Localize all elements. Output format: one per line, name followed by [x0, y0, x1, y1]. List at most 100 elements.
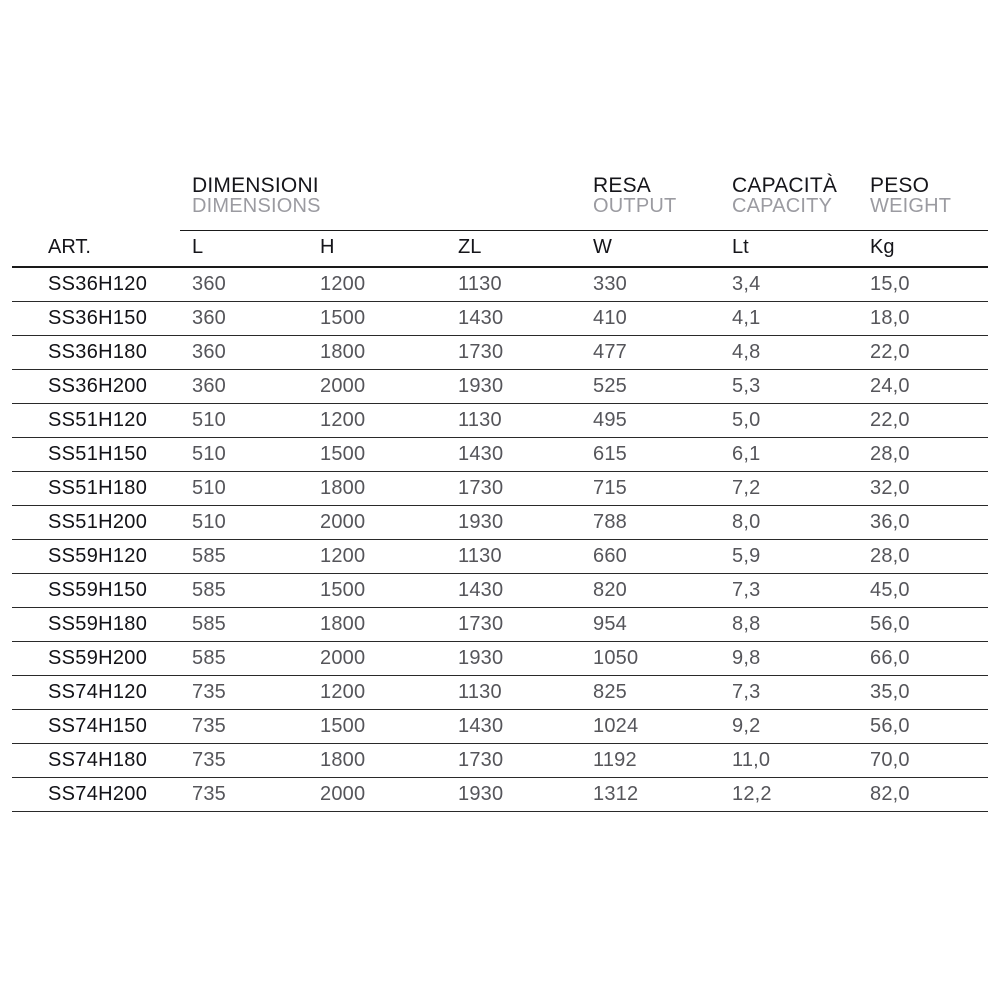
cell-zl: 1430	[458, 443, 504, 465]
column-header-row: ART. L H ZL W Lt Kg	[12, 230, 988, 266]
cell-w: 525	[593, 375, 627, 397]
cell-zl: 1730	[458, 477, 504, 499]
cell-kg: 24,0	[870, 375, 910, 397]
cell-lt: 8,8	[732, 613, 761, 635]
row-separator	[12, 641, 988, 642]
cell-zl: 1130	[458, 409, 502, 431]
cell-l: 360	[192, 375, 226, 397]
cell-kg: 18,0	[870, 307, 910, 329]
cell-h: 1500	[320, 443, 366, 465]
column-header-l: L	[192, 236, 204, 258]
header-rule-partial	[180, 230, 988, 231]
group-header-peso-en: WEIGHT	[870, 195, 952, 218]
table-row: SS74H180 735 1800 1730 1192 11,0 70,0	[12, 744, 988, 777]
table-row: SS59H120 585 1200 1130 660 5,9 28,0	[12, 540, 988, 573]
row-separator	[12, 539, 988, 540]
cell-kg: 28,0	[870, 443, 910, 465]
cell-w: 410	[593, 307, 627, 329]
group-header-dimensioni-it: DIMENSIONI	[192, 174, 319, 197]
cell-zl: 1430	[458, 715, 504, 737]
cell-kg: 22,0	[870, 409, 910, 431]
cell-kg: 36,0	[870, 511, 910, 533]
cell-w: 825	[593, 681, 627, 703]
cell-kg: 15,0	[870, 273, 910, 295]
column-header-w: W	[593, 236, 612, 258]
row-separator	[12, 471, 988, 472]
cell-art: SS51H150	[48, 443, 148, 465]
cell-zl: 1130	[458, 545, 502, 567]
cell-w: 615	[593, 443, 627, 465]
cell-lt: 4,1	[732, 307, 761, 329]
table-row: SS74H120 735 1200 1130 825 7,3 35,0	[12, 676, 988, 709]
group-header-peso-it: PESO	[870, 174, 930, 197]
cell-h: 1500	[320, 307, 366, 329]
cell-h: 2000	[320, 511, 366, 533]
row-separator	[12, 301, 988, 302]
cell-w: 788	[593, 511, 627, 533]
cell-w: 330	[593, 273, 627, 295]
cell-art: SS59H180	[48, 613, 148, 635]
row-separator	[12, 777, 988, 778]
cell-zl: 1130	[458, 273, 502, 295]
cell-l: 735	[192, 681, 226, 703]
cell-w: 820	[593, 579, 627, 601]
cell-h: 1800	[320, 341, 366, 363]
cell-art: SS51H200	[48, 511, 148, 533]
table-body: SS36H120 360 1200 1130 330 3,4 15,0 SS36H150 360…	[12, 268, 988, 812]
specification-table: DIMENSIONI DIMENSIONS RESA OUTPUT CAPACI…	[12, 175, 988, 812]
row-separator	[12, 743, 988, 744]
cell-w: 1192	[593, 749, 637, 771]
row-separator	[12, 403, 988, 404]
group-header-resa-it: RESA	[593, 174, 651, 197]
cell-h: 1200	[320, 681, 366, 703]
cell-w: 660	[593, 545, 627, 567]
cell-h: 1800	[320, 749, 366, 771]
cell-kg: 70,0	[870, 749, 910, 771]
row-separator	[12, 505, 988, 506]
table-row: SS59H200 585 2000 1930 1050 9,8 66,0	[12, 642, 988, 675]
cell-kg: 28,0	[870, 545, 910, 567]
cell-zl: 1430	[458, 579, 504, 601]
cell-lt: 5,9	[732, 545, 761, 567]
row-separator	[12, 709, 988, 710]
cell-l: 510	[192, 443, 226, 465]
cell-art: SS51H180	[48, 477, 148, 499]
cell-l: 510	[192, 409, 226, 431]
cell-lt: 5,3	[732, 375, 761, 397]
cell-h: 1500	[320, 715, 366, 737]
group-header-capacita-it: CAPACITÀ	[732, 174, 838, 197]
cell-w: 477	[593, 341, 627, 363]
cell-zl: 1930	[458, 511, 504, 533]
group-header-peso: PESO WEIGHT	[870, 175, 951, 217]
table-row: SS36H150 360 1500 1430 410 4,1 18,0	[12, 302, 988, 335]
cell-h: 1800	[320, 477, 366, 499]
table-row: SS36H120 360 1200 1130 330 3,4 15,0	[12, 268, 988, 301]
table-row: SS59H150 585 1500 1430 820 7,3 45,0	[12, 574, 988, 607]
cell-zl: 1930	[458, 375, 504, 397]
cell-zl: 1930	[458, 647, 504, 669]
cell-art: SS74H150	[48, 715, 148, 737]
column-header-zl: ZL	[458, 236, 482, 258]
cell-l: 585	[192, 647, 226, 669]
cell-h: 1200	[320, 545, 366, 567]
cell-l: 510	[192, 511, 226, 533]
cell-zl: 1730	[458, 341, 504, 363]
cell-h: 2000	[320, 647, 366, 669]
cell-lt: 7,3	[732, 579, 761, 601]
cell-art: SS74H180	[48, 749, 148, 771]
cell-lt: 3,4	[732, 273, 761, 295]
cell-art: SS74H200	[48, 783, 148, 805]
cell-h: 2000	[320, 375, 366, 397]
cell-kg: 56,0	[870, 715, 910, 737]
cell-lt: 8,0	[732, 511, 761, 533]
cell-w: 1050	[593, 647, 639, 669]
row-separator	[12, 811, 988, 812]
table-row: SS36H180 360 1800 1730 477 4,8 22,0	[12, 336, 988, 369]
cell-w: 954	[593, 613, 627, 635]
cell-lt: 12,2	[732, 783, 772, 805]
cell-zl: 1730	[458, 749, 504, 771]
cell-w: 715	[593, 477, 627, 499]
cell-kg: 56,0	[870, 613, 910, 635]
table-row: SS74H150 735 1500 1430 1024 9,2 56,0	[12, 710, 988, 743]
